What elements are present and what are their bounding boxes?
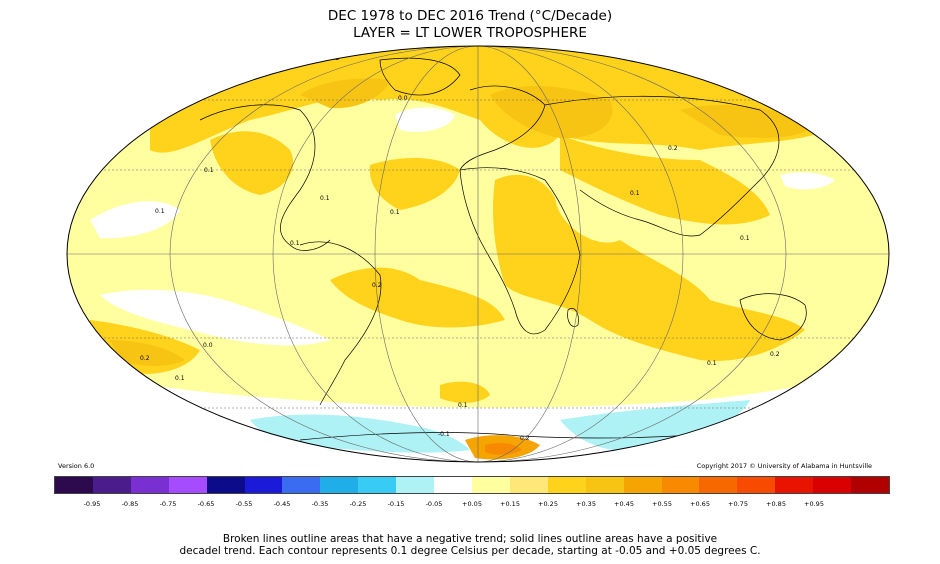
caption-line-2: decadel trend. Each contour represents 0… (179, 545, 761, 557)
color-scale-tick: +0.75 (728, 500, 748, 508)
color-swatch (699, 477, 738, 493)
color-swatch (55, 477, 93, 493)
contour-label: 0.1 (630, 190, 640, 197)
color-scale-tick: +0.45 (614, 500, 634, 508)
australia-coast (739, 293, 807, 341)
contour-label: 0.1 (458, 402, 468, 409)
contour-label: 0.2 (140, 355, 150, 362)
color-swatch (434, 477, 472, 493)
contour-label: 0.1 (707, 360, 717, 367)
color-scale-tick: +0.65 (690, 500, 710, 508)
color-swatch (851, 477, 889, 493)
contour-label: -0.1 (438, 431, 450, 438)
color-scale-tick: -0.25 (349, 500, 367, 508)
color-scale-tick: -0.95 (83, 500, 101, 508)
south-atlantic-warm (440, 381, 490, 403)
color-swatch (396, 477, 435, 493)
contour-label: 0.1 (740, 235, 750, 242)
pacific-neutral-zone (90, 201, 180, 239)
color-swatch (471, 477, 510, 493)
color-swatch (585, 477, 624, 493)
contour-label: 0.0 (203, 342, 213, 349)
color-swatch (244, 477, 283, 493)
contour-label: 0.1 (390, 209, 400, 216)
caption-line-1: Broken lines outline areas that have a n… (222, 533, 718, 545)
version-label: Version 6.0 (58, 462, 95, 470)
color-scale-tick: -0.75 (159, 500, 177, 508)
northeast-asia-warm-zone (560, 135, 770, 225)
color-swatch (813, 477, 852, 493)
europe-coast (459, 85, 546, 171)
north-atlantic-warm (369, 158, 460, 210)
contour-label: 0.1 (175, 375, 185, 382)
color-swatch (320, 477, 359, 493)
contour-label: 0.1 (290, 240, 300, 247)
africa-warm (493, 174, 805, 361)
contour-label: 0.1 (204, 167, 214, 174)
graticule (67, 46, 889, 462)
contour-label: 0.1 (320, 195, 330, 202)
map-title: DEC 1978 to DEC 2016 Trend (°C/Decade) (327, 8, 613, 24)
color-scale-tick: +0.15 (500, 500, 520, 508)
contour-label: 0.2 (668, 145, 678, 152)
color-scale-tick: -0.35 (311, 500, 329, 508)
siberia-neutral-zone (780, 172, 835, 190)
map-subtitle: LAYER = LT LOWER TROPOSPHERE (353, 25, 587, 41)
world-trend-map: 0.1 0.1 0.1 0.1 0.1 0.2 0.2 0.2 0.2 0.1 … (66, 45, 890, 463)
antarctic-peninsula-core (485, 442, 522, 455)
north-america-coast (199, 104, 331, 251)
color-scale-tick: +0.35 (576, 500, 596, 508)
madagascar-coast (567, 308, 579, 327)
color-scale-tick: -0.65 (197, 500, 215, 508)
color-swatch (775, 477, 814, 493)
contour-label: 0.0 (398, 95, 408, 102)
color-swatch (206, 477, 245, 493)
color-scale-tick: +0.95 (804, 500, 824, 508)
color-scale-tick: -0.45 (273, 500, 291, 508)
contour-label: 0.2 (770, 351, 780, 358)
africa-coast (459, 167, 581, 335)
color-scale-tick: +0.25 (538, 500, 558, 508)
asia-coast (544, 95, 780, 237)
east-pacific-neutral-zone (100, 289, 330, 346)
contour-label: 0.2 (520, 435, 530, 442)
eurasia-strong-warm (490, 85, 613, 139)
south-america-coast (299, 241, 382, 406)
color-scale-tick: +0.85 (766, 500, 786, 508)
color-scale-tick: -0.55 (235, 500, 253, 508)
color-swatch (358, 477, 397, 493)
copyright-label: Copyright 2017 © University of Alabama i… (696, 462, 872, 470)
color-scale-tick: -0.85 (121, 500, 139, 508)
color-scale-ticks: -0.95 -0.85 -0.75 -0.65 -0.55 -0.45 -0.35 -0.25… (54, 500, 890, 510)
color-scale-tick: -0.15 (387, 500, 405, 508)
arctic-strong-warm (300, 78, 390, 109)
color-swatch (168, 477, 207, 493)
coastlines (199, 57, 807, 441)
color-swatch (509, 477, 548, 493)
contour-label: 0.1 (155, 208, 165, 215)
color-swatch (737, 477, 776, 493)
color-swatch (130, 477, 169, 493)
greenland-coast (379, 57, 461, 96)
color-swatch (282, 477, 321, 493)
greenland-neutral-zone (395, 107, 455, 132)
color-scale-tick: +0.05 (462, 500, 482, 508)
north-america-warm (210, 131, 294, 195)
trend-field: 0.1 0.1 0.1 0.1 0.1 0.2 0.2 0.2 0.2 0.1 … (67, 46, 889, 462)
map-border (66, 45, 890, 463)
color-swatch (623, 477, 662, 493)
color-scale-tick: +0.55 (652, 500, 672, 508)
color-swatch (661, 477, 700, 493)
color-scale-tick: -0.05 (425, 500, 443, 508)
south-pacific-strong-warm (110, 340, 185, 366)
color-swatch (92, 477, 131, 493)
contour-label: 0.2 (372, 282, 382, 289)
color-swatch (547, 477, 586, 493)
color-scale-bar (54, 476, 890, 494)
south-america-warm (330, 267, 505, 328)
